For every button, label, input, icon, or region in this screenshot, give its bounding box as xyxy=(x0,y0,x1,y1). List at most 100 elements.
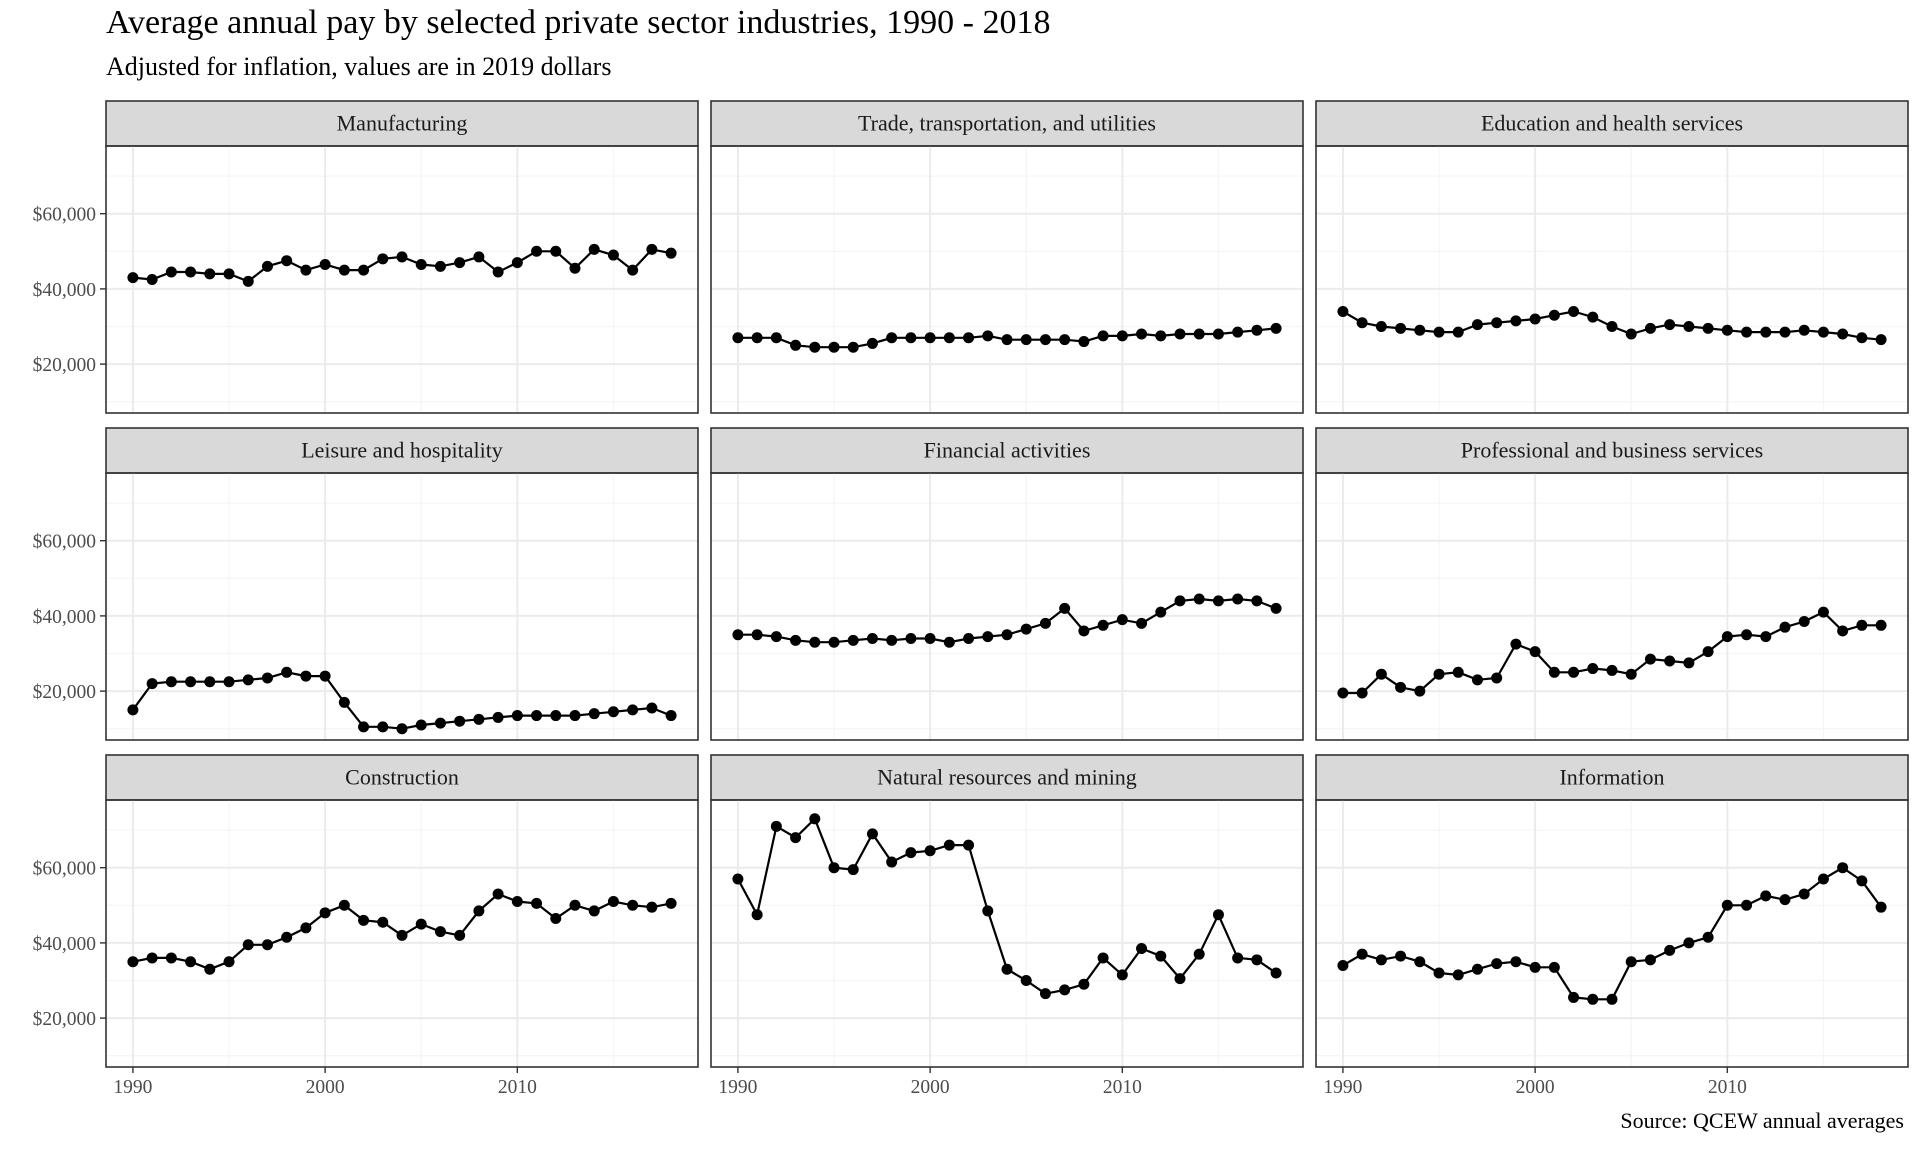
data-point xyxy=(1606,321,1618,333)
data-point xyxy=(146,274,158,285)
data-point xyxy=(588,708,600,720)
data-point xyxy=(732,629,744,641)
data-point xyxy=(242,275,254,287)
data-point xyxy=(943,332,955,344)
data-point xyxy=(434,926,446,938)
data-point xyxy=(1510,956,1522,968)
panel-border xyxy=(710,472,1304,741)
y-tick-label: $40,000 xyxy=(33,934,96,955)
data-point xyxy=(1856,875,1868,887)
data-point xyxy=(1798,324,1810,336)
data-point xyxy=(473,251,485,263)
data-point xyxy=(665,897,677,909)
facet-strip xyxy=(710,754,1304,801)
data-point xyxy=(165,266,177,278)
data-point xyxy=(1664,319,1676,331)
data-point xyxy=(809,636,821,648)
data-point xyxy=(1721,324,1733,336)
data-point xyxy=(300,670,312,682)
data-point xyxy=(1741,629,1753,641)
data-point xyxy=(1270,602,1282,614)
data-point xyxy=(1510,638,1522,650)
data-point xyxy=(1395,322,1407,334)
data-point xyxy=(358,264,370,276)
data-point xyxy=(185,676,197,688)
data-point xyxy=(569,899,581,911)
data-point xyxy=(1001,963,1013,975)
x-tick-label: 1990 xyxy=(1323,1077,1362,1098)
data-point xyxy=(473,905,485,917)
data-point xyxy=(569,262,581,274)
data-point xyxy=(1606,993,1618,1005)
data-point xyxy=(473,713,485,725)
data-point xyxy=(204,963,216,975)
data-point xyxy=(434,260,446,272)
data-point xyxy=(905,632,917,644)
facet-strip xyxy=(1315,427,1909,474)
data-point xyxy=(146,952,158,964)
data-point xyxy=(1097,619,1109,631)
y-tick-label: $40,000 xyxy=(33,280,96,301)
data-point xyxy=(261,260,273,272)
facet-panel: Manufacturing $20,000 $40,000 $60,000 xyxy=(33,100,699,414)
data-point xyxy=(665,710,677,722)
data-point xyxy=(646,901,658,913)
data-point xyxy=(242,939,254,951)
data-point xyxy=(1587,993,1599,1005)
y-tick-label: $60,000 xyxy=(33,532,96,553)
data-point xyxy=(550,245,562,257)
data-point xyxy=(1798,616,1810,628)
data-point xyxy=(847,864,859,876)
y-tick-label: $20,000 xyxy=(33,1009,96,1030)
data-point xyxy=(1817,606,1829,618)
data-point xyxy=(982,631,994,643)
data-point xyxy=(1356,687,1368,699)
data-point xyxy=(770,332,782,344)
data-point xyxy=(1174,328,1186,340)
data-point xyxy=(1212,909,1224,921)
data-point xyxy=(1683,937,1695,949)
facet-strip-label: Financial activities xyxy=(924,438,1091,463)
data-point xyxy=(751,909,763,921)
data-point xyxy=(1059,602,1071,614)
data-point xyxy=(1644,322,1656,334)
data-point xyxy=(1529,961,1541,973)
data-point xyxy=(1856,332,1868,344)
data-point xyxy=(732,873,744,885)
data-point xyxy=(358,914,370,926)
data-point xyxy=(1001,629,1013,641)
x-tick-label: 2010 xyxy=(1103,1077,1142,1098)
data-point xyxy=(1452,326,1464,338)
data-point xyxy=(924,332,936,344)
data-point xyxy=(1837,625,1849,637)
data-point xyxy=(1702,322,1714,334)
data-point xyxy=(1078,625,1090,637)
data-point xyxy=(847,634,859,646)
data-point xyxy=(1568,666,1580,678)
data-point xyxy=(1837,862,1849,874)
data-point xyxy=(358,721,370,733)
data-point xyxy=(454,929,466,941)
data-point xyxy=(1664,944,1676,956)
panel-border xyxy=(1315,472,1909,741)
data-point xyxy=(607,706,619,718)
data-point xyxy=(1779,326,1791,338)
data-point xyxy=(531,245,543,257)
data-point xyxy=(415,918,427,930)
data-point xyxy=(646,243,658,255)
data-point xyxy=(550,710,562,722)
data-point xyxy=(943,636,955,648)
series-line xyxy=(1342,866,1882,1001)
data-point xyxy=(338,899,350,911)
data-point xyxy=(1155,330,1167,342)
data-point xyxy=(223,956,235,968)
facet-strip-label: Professional and business services xyxy=(1461,438,1763,463)
data-point xyxy=(1414,324,1426,336)
data-point xyxy=(1760,890,1772,902)
facet-strip-label: Manufacturing xyxy=(337,111,468,136)
facet-panel: Information 1990 2000 2010 xyxy=(1315,754,1909,1098)
data-point xyxy=(377,253,389,265)
data-point xyxy=(1116,330,1128,342)
data-point xyxy=(1452,666,1464,678)
data-point xyxy=(1020,623,1032,635)
